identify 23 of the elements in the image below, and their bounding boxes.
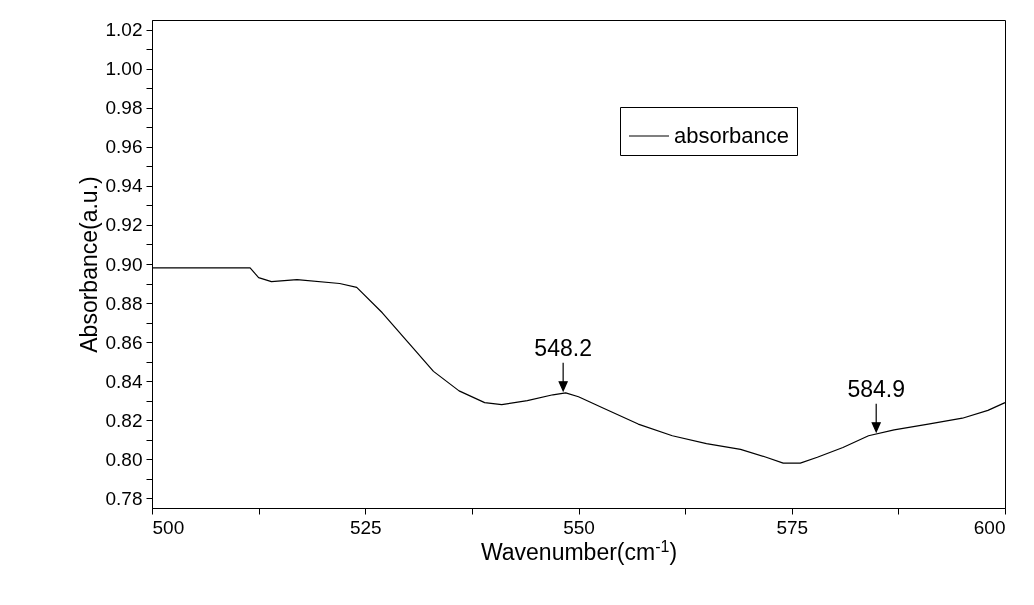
x-tick-label: 575 (776, 516, 809, 538)
y-tick-label: 0.96 (105, 136, 143, 158)
y-tick-label: 1.00 (105, 58, 143, 80)
y-tick-label: 0.84 (105, 370, 143, 392)
x-tick-label: 550 (563, 516, 595, 538)
y-tick-label: 1.02 (105, 19, 143, 41)
annotation: 584.9 (847, 375, 905, 402)
y-tick-label: 0.80 (105, 448, 143, 470)
x-tick-label: 500 (152, 516, 185, 538)
y-tick-label: 0.88 (105, 292, 143, 314)
y-tick-label: 0.82 (105, 409, 143, 431)
x-tick-label: 600 (973, 516, 1006, 538)
annotation: 548.2 (534, 334, 592, 361)
y-tick-label: 0.90 (105, 253, 143, 275)
y-tick-label: 0.86 (105, 331, 143, 353)
y-axis-title: Absorbance(a.u.) (75, 176, 102, 353)
y-tick-label: 0.78 (105, 487, 143, 509)
x-axis-title: Wavenumber(cm$^{-1}$) (480, 537, 678, 565)
y-tick-label: 0.92 (105, 214, 143, 236)
legend-label: absorbance (674, 123, 789, 148)
y-tick-label: 0.98 (105, 97, 143, 119)
y-tick-label: 0.94 (105, 175, 143, 197)
x-tick-label: 525 (349, 516, 382, 538)
